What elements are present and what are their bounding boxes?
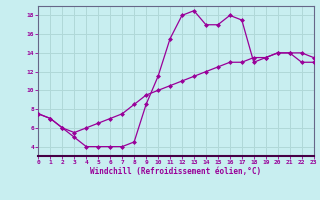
X-axis label: Windchill (Refroidissement éolien,°C): Windchill (Refroidissement éolien,°C) (91, 167, 261, 176)
